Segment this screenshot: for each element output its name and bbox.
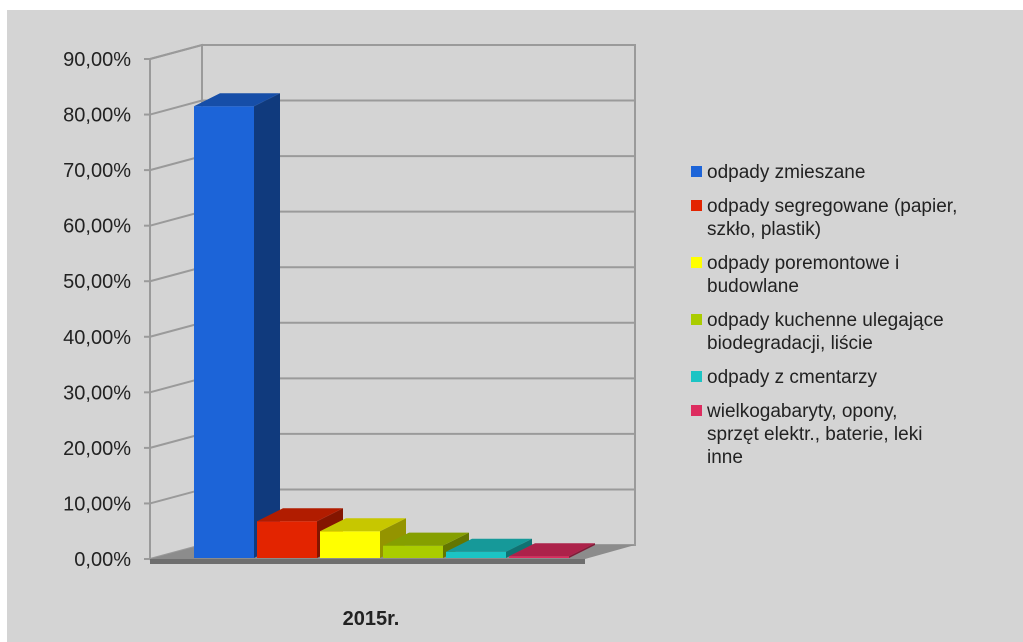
y-tick-label: 30,00%: [63, 382, 131, 404]
legend-swatch: [691, 166, 702, 177]
legend-swatch: [691, 257, 702, 268]
bar-top: [383, 532, 469, 546]
bars: [194, 93, 595, 558]
y-tick-label: 70,00%: [63, 160, 131, 182]
bar-front: [446, 551, 506, 558]
y-tick-label: 0,00%: [74, 549, 131, 571]
bar-chart: 0,00% 10,00% 20,00% 30,00% 40,00% 50,00% 60,00…: [63, 43, 957, 630]
legend-label: odpady zmieszane: [707, 162, 865, 183]
bar-front: [257, 521, 317, 558]
legend-swatch: [691, 314, 702, 325]
bar-front: [509, 556, 569, 558]
legend-item: odpady z cmentarzy: [691, 367, 878, 388]
bar-front: [194, 106, 254, 558]
gridline: [149, 44, 635, 60]
legend-label: odpady segregowane (papier, szkło, plasti…: [707, 196, 957, 240]
bar-top: [320, 518, 406, 532]
bar-front: [383, 545, 443, 558]
y-tick-label: 80,00%: [63, 105, 131, 127]
bar: [446, 538, 532, 558]
legend-label: odpady kuchenne ulegające biodegradacji, …: [707, 310, 944, 354]
bar-top: [446, 538, 532, 552]
legend-label: wielkogabaryty, opony, sprzęt elektr., ba…: [706, 401, 922, 468]
bar-side: [254, 93, 280, 558]
bar-top: [257, 508, 343, 522]
bar: [194, 93, 280, 558]
legend-label: odpady poremontowe i budowlane: [707, 253, 899, 297]
legend-item: odpady kuchenne ulegające biodegradacji, …: [691, 310, 944, 354]
legend-item: odpady poremontowe i budowlane: [691, 253, 899, 297]
legend-swatch: [691, 405, 702, 416]
y-tick-label: 20,00%: [63, 438, 131, 460]
y-tick-label: 10,00%: [63, 493, 131, 515]
y-tick-label: 90,00%: [63, 49, 131, 71]
legend-item: odpady segregowane (papier, szkło, plasti…: [691, 196, 957, 240]
legend-item: wielkogabaryty, opony, sprzęt elektr., ba…: [691, 401, 922, 468]
x-category-label: 2015r.: [343, 608, 400, 630]
legend-label: odpady z cmentarzy: [707, 367, 878, 388]
y-tick-label: 60,00%: [63, 216, 131, 238]
bar: [383, 532, 469, 558]
x-axis-categories: 2015r.: [343, 608, 400, 630]
bar: [509, 543, 595, 558]
bar-top: [509, 543, 595, 557]
bar-side: [569, 543, 595, 558]
floor-edge: [150, 559, 585, 564]
legend-swatch: [691, 371, 702, 382]
y-tick-label: 40,00%: [63, 327, 131, 349]
bar-top: [194, 93, 280, 107]
bar-front: [320, 531, 380, 558]
legend-item: odpady zmieszane: [691, 162, 865, 183]
legend: odpady zmieszane odpady segregowane (papi…: [691, 162, 957, 468]
bar-side: [506, 538, 532, 558]
y-axis-ticks: 0,00% 10,00% 20,00% 30,00% 40,00% 50,00% 60,00…: [63, 49, 150, 571]
y-tick-label: 50,00%: [63, 271, 131, 293]
legend-swatch: [691, 200, 702, 211]
gridline: [149, 99, 635, 116]
chart-area: 0,00% 10,00% 20,00% 30,00% 40,00% 50,00% 60,00…: [7, 10, 1023, 642]
